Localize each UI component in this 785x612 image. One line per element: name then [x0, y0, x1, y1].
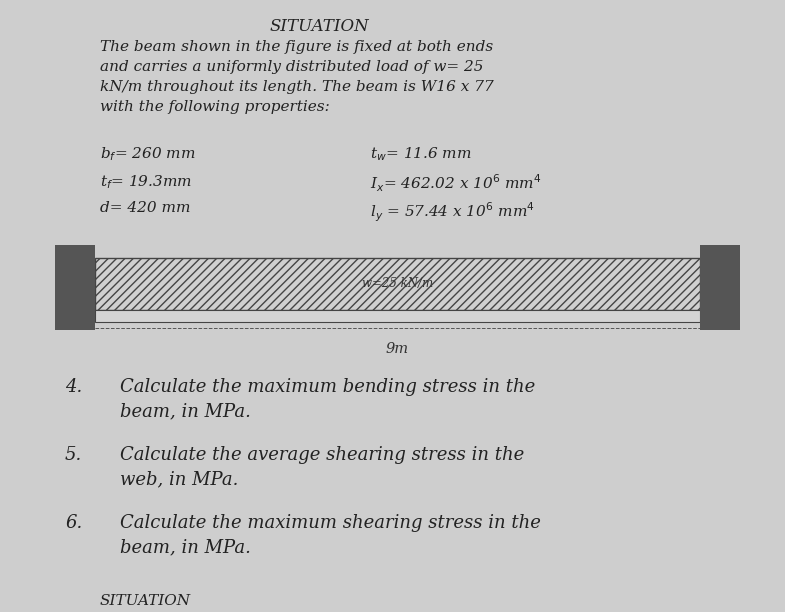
Text: 9m: 9m	[386, 342, 409, 356]
Text: 5.: 5.	[65, 446, 82, 464]
Text: SITUATION: SITUATION	[270, 18, 370, 35]
Bar	[95, 258, 700, 310]
Bar	[700, 245, 740, 330]
Text: b$_f$= 260 mm: b$_f$= 260 mm	[100, 145, 195, 163]
Text: Calculate the maximum shearing stress in the
beam, in MPa.: Calculate the maximum shearing stress in…	[120, 514, 541, 556]
Text: 6.: 6.	[65, 514, 82, 532]
Bar	[95, 310, 700, 322]
Text: The beam shown in the figure is fixed at both ends
and carries a uniformly distr: The beam shown in the figure is fixed at…	[100, 40, 494, 114]
Text: Calculate the average shearing stress in the
web, in MPa.: Calculate the average shearing stress in…	[120, 446, 524, 488]
Text: w=25 kN/m: w=25 kN/m	[362, 277, 433, 291]
Bar	[55, 245, 95, 330]
Text: t$_w$= 11.6 mm: t$_w$= 11.6 mm	[370, 145, 472, 163]
Text: d= 420 mm: d= 420 mm	[100, 201, 191, 215]
Text: Calculate the maximum bending stress in the
beam, in MPa.: Calculate the maximum bending stress in …	[120, 378, 535, 420]
Text: t$_f$= 19.3mm: t$_f$= 19.3mm	[100, 173, 192, 191]
Text: I$_x$= 462.02 x 10$^6$ mm$^4$: I$_x$= 462.02 x 10$^6$ mm$^4$	[370, 173, 542, 195]
Text: 4.: 4.	[65, 378, 82, 396]
Text: SITUATION: SITUATION	[100, 594, 191, 608]
Text: l$_y$ = 57.44 x 10$^6$ mm$^4$: l$_y$ = 57.44 x 10$^6$ mm$^4$	[370, 201, 535, 225]
